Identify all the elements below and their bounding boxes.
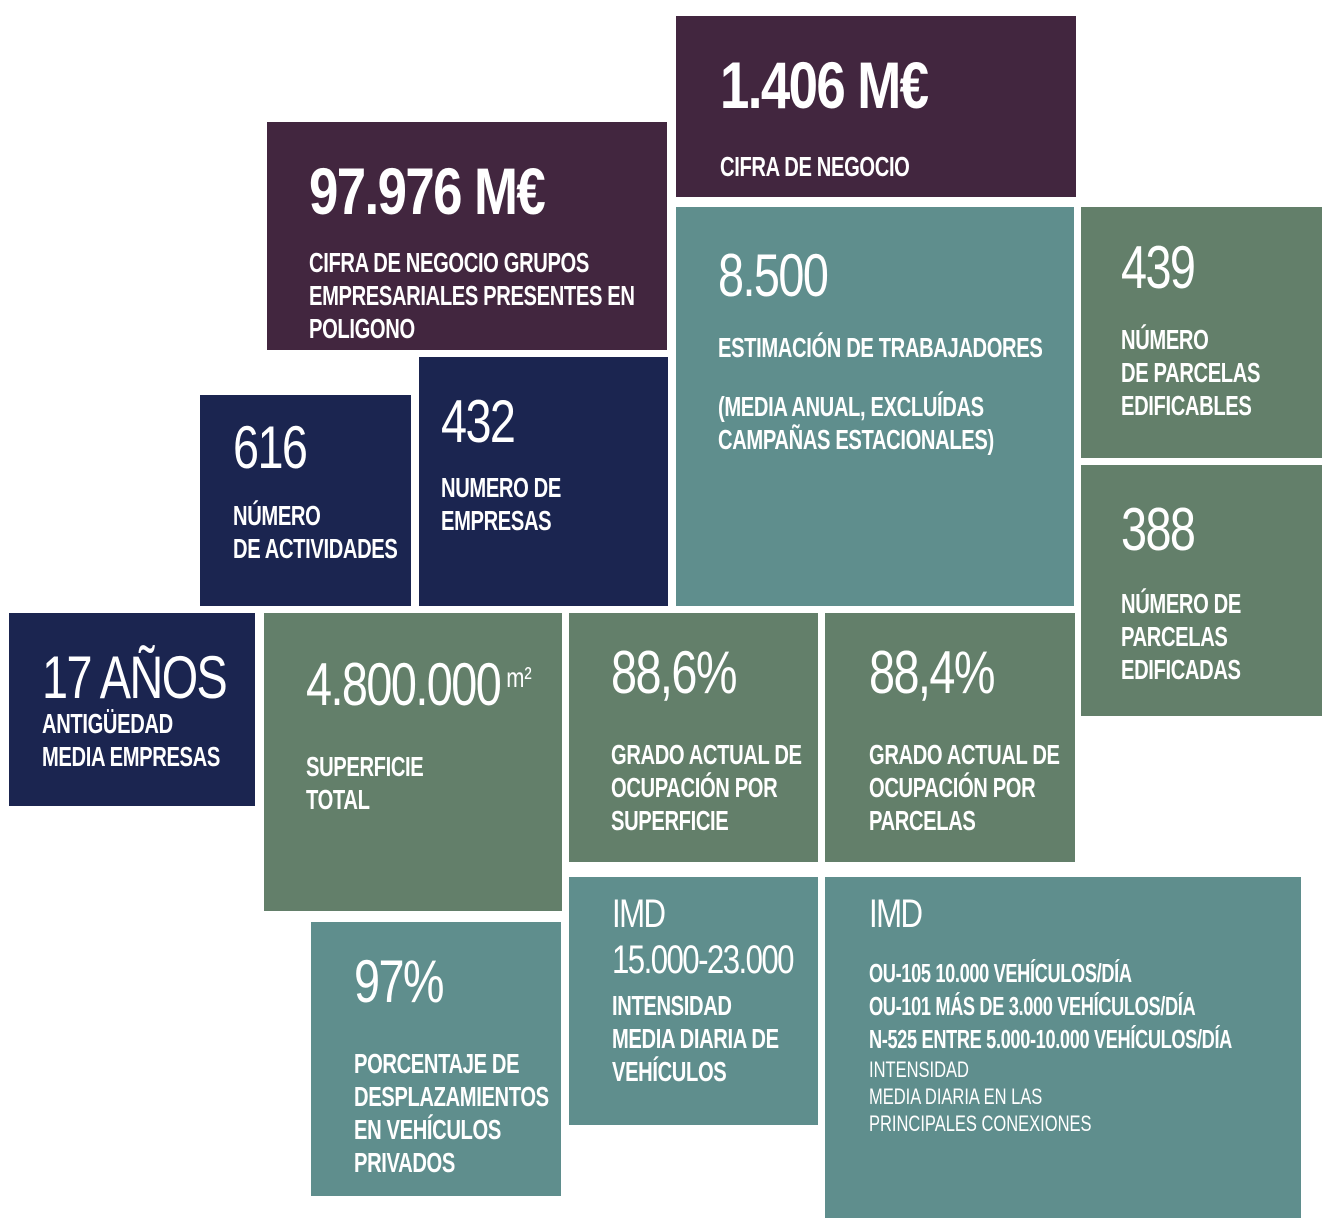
stat-tile: IMD 15.000-23.000 INTENSIDAD MEDIA DIARIA D… <box>569 877 818 1125</box>
stat-label: OU-101 MÁS DE 3.000 VEHÍCULOS/DÍA <box>869 991 1196 1021</box>
stat-note: (MEDIA ANUAL, EXCLUÍDAS <box>718 391 984 422</box>
stat-label: MEDIA EMPRESAS <box>42 741 220 772</box>
stat-label: EN VEHÍCULOS <box>354 1114 501 1145</box>
stat-label: N-525 ENTRE 5.000-10.000 VEHÍCULOS/DÍA <box>869 1024 1232 1054</box>
stat-value: 4.800.000 m² <box>306 651 532 718</box>
stat-note: INTENSIDAD <box>869 1057 969 1082</box>
stat-label: OCUPACIÓN POR <box>869 772 1036 803</box>
stat-value: 1.406 M€ <box>720 48 929 122</box>
stat-tile: 17 AÑOS ANTIGÜEDAD MEDIA EMPRESAS <box>9 613 255 806</box>
stat-label: TOTAL <box>306 784 370 815</box>
stat-label: PARCELAS <box>869 805 976 836</box>
stat-note: CAMPAÑAS ESTACIONALES) <box>718 424 994 455</box>
stat-value: IMD <box>869 892 923 936</box>
stat-label: OU-105 10.000 VEHÍCULOS/DÍA <box>869 958 1132 988</box>
stat-tile: 432 NUMERO DE EMPRESAS <box>419 357 668 606</box>
stat-label: EDIFICABLES <box>1121 390 1252 421</box>
stat-label: PRIVADOS <box>354 1147 455 1178</box>
stat-value: 97.976 M€ <box>309 154 546 228</box>
stat-label: INTENSIDAD <box>612 990 732 1021</box>
stat-label: ANTIGÜEDAD <box>42 708 173 739</box>
stat-label: SUPERFICIE <box>611 805 729 836</box>
stat-tile: 4.800.000 m² SUPERFICIE TOTAL <box>264 613 562 911</box>
stat-label: DESPLAZAMIENTOS <box>354 1081 549 1112</box>
stat-tile: 88,6% GRADO ACTUAL DE OCUPACIÓN POR SUPERFI… <box>569 613 818 862</box>
stat-tile: 88,4% GRADO ACTUAL DE OCUPACIÓN POR PARCELA… <box>825 613 1075 862</box>
stat-label: DE PARCELAS <box>1121 357 1261 388</box>
stat-tile: 97% PORCENTAJE DE DESPLAZAMIENTOS EN VEHÍCU… <box>311 922 561 1196</box>
stat-value: 88,4% <box>869 639 995 706</box>
stat-value: 8.500 <box>718 242 829 309</box>
stat-value: 97% <box>354 948 445 1015</box>
stat-label: VEHÍCULOS <box>612 1056 727 1087</box>
stat-label: PORCENTAJE DE <box>354 1048 520 1079</box>
stat-label: DE ACTIVIDADES <box>233 533 398 564</box>
stat-label: CIFRA DE NEGOCIO GRUPOS <box>309 247 589 278</box>
stat-value: IMD <box>612 892 666 936</box>
stat-value: 432 <box>441 388 516 455</box>
stat-note: MEDIA DIARIA EN LAS <box>869 1084 1043 1109</box>
stat-label: CIFRA DE NEGOCIO <box>720 151 910 182</box>
stat-tile: 97.976 M€ CIFRA DE NEGOCIO GRUPOS EMPRESAR… <box>267 122 667 350</box>
stat-label: PARCELAS <box>1121 621 1228 652</box>
stat-label: NUMERO DE <box>441 472 561 503</box>
stat-value: 388 <box>1121 496 1196 563</box>
stat-tile: 1.406 M€ CIFRA DE NEGOCIO <box>676 16 1076 197</box>
stat-tile: 616 NÚMERO DE ACTIVIDADES <box>200 395 411 606</box>
stat-tile: 388 NÚMERO DE PARCELAS EDIFICADAS <box>1081 465 1322 716</box>
stat-tile: 8.500 ESTIMACIÓN DE TRABAJADORES (MEDIA AN… <box>676 207 1074 606</box>
stat-tile: IMD OU-105 10.000 VEHÍCULOS/DÍA OU-101 MÁS… <box>825 877 1301 1218</box>
stat-label: OCUPACIÓN POR <box>611 772 778 803</box>
stat-value: 439 <box>1121 234 1196 301</box>
stat-value: 17 AÑOS <box>42 644 228 711</box>
stat-unit: m² <box>500 662 532 693</box>
stat-label: MEDIA DIARIA DE <box>612 1023 779 1054</box>
stat-label: POLIGONO <box>309 313 415 344</box>
stat-value: 88,6% <box>611 639 737 706</box>
stat-label: NÚMERO <box>233 500 321 531</box>
stat-label: NÚMERO DE <box>1121 588 1241 619</box>
stat-value: 15.000-23.000 <box>612 938 795 982</box>
stat-note: PRINCIPALES CONEXIONES <box>869 1111 1092 1136</box>
stat-label: EMPRESAS <box>441 505 552 536</box>
stat-tile: 439 NÚMERO DE PARCELAS EDIFICABLES <box>1081 207 1322 458</box>
stat-label: ESTIMACIÓN DE TRABAJADORES <box>718 332 1043 363</box>
stat-value: 616 <box>233 414 308 481</box>
stat-label: GRADO ACTUAL DE <box>869 739 1060 770</box>
stat-label: NÚMERO <box>1121 324 1209 355</box>
stat-label: GRADO ACTUAL DE <box>611 739 802 770</box>
stat-label: EMPRESARIALES PRESENTES EN <box>309 280 635 311</box>
stat-label: EDIFICADAS <box>1121 654 1241 685</box>
stat-label: SUPERFICIE <box>306 751 424 782</box>
